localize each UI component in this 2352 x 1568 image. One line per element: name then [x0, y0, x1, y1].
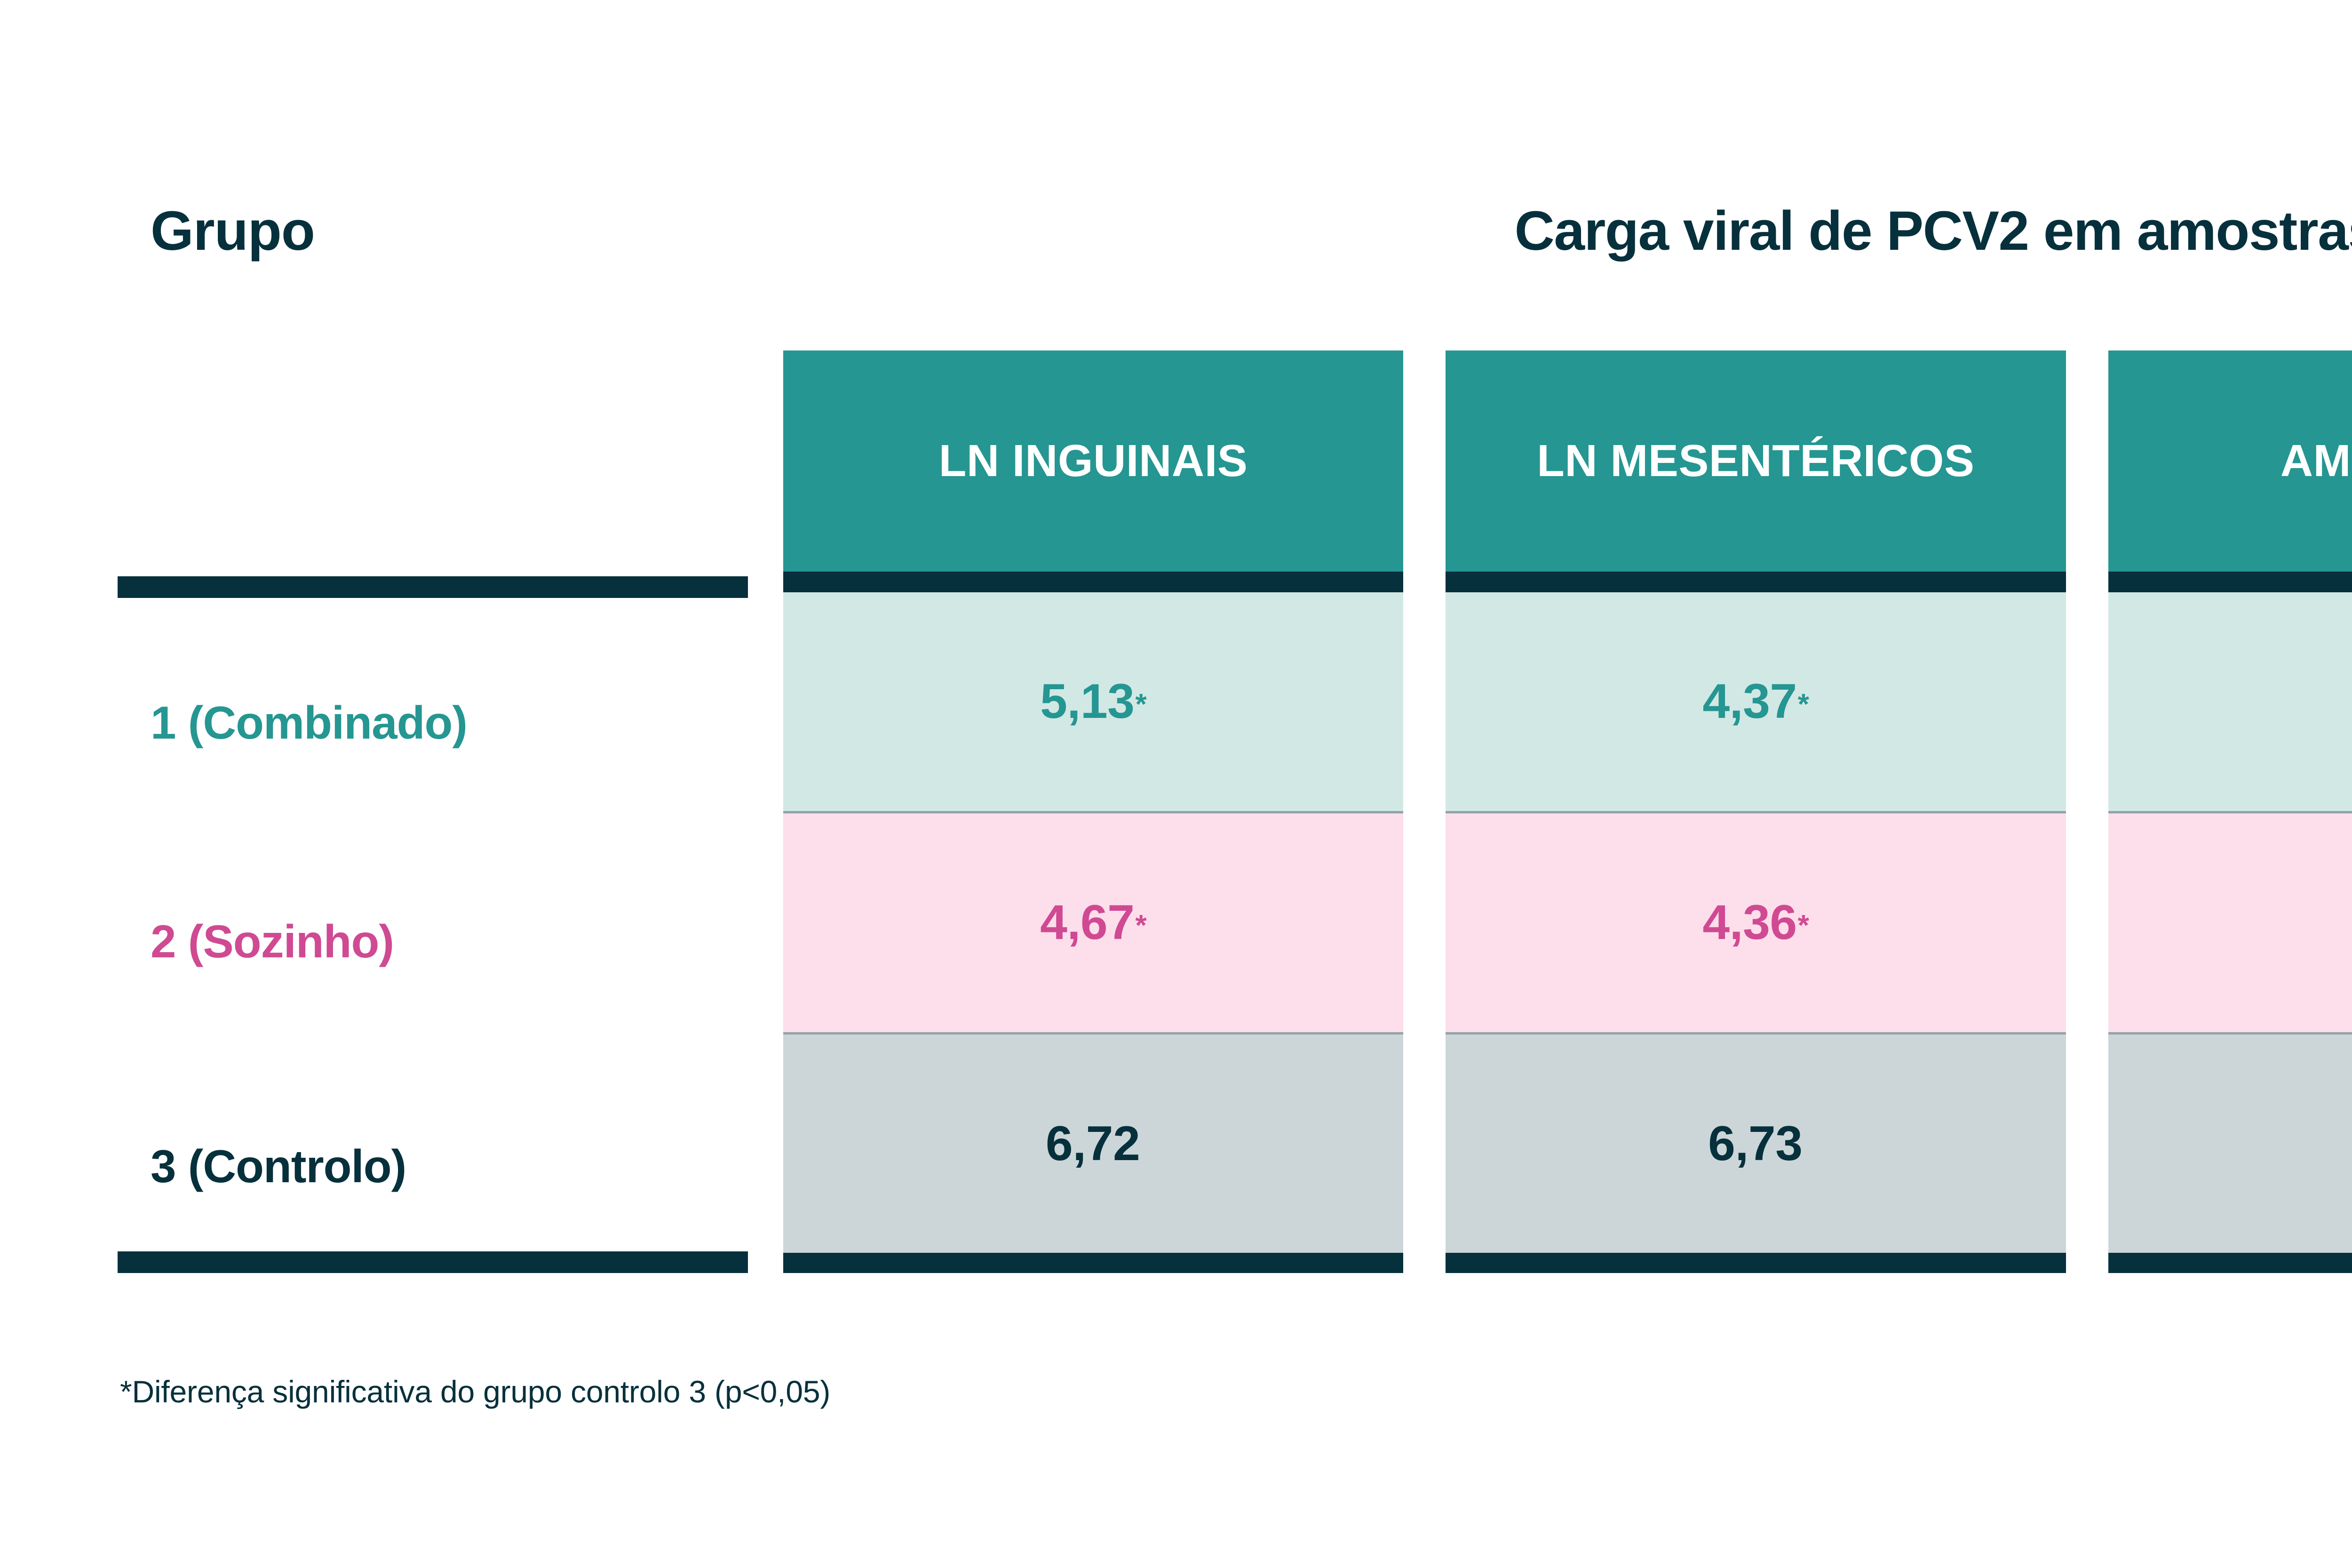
cell-value: 6,72: [1045, 1116, 1140, 1171]
cell-value: 4,36: [1702, 895, 1797, 950]
column-header-rule: [783, 572, 1404, 593]
column-bottom-rule: [1446, 1253, 2066, 1273]
page-title: Carga viral de PCV2 em amostras de tecid…: [1514, 200, 2352, 262]
column-header-label: AMÍGDALAS: [2280, 436, 2352, 486]
table-cell: 4,36 *: [1446, 813, 2066, 1035]
cell-value: 4,37: [1702, 674, 1797, 729]
column-header-label: LN MESENTÉRICOS: [1537, 436, 1975, 486]
column-header-amigdalas: AMÍGDALAS: [2108, 350, 2352, 572]
group-column-header: Grupo: [151, 200, 315, 262]
cell-value: 6,73: [1708, 1116, 1803, 1171]
column-bottom-rule: [783, 1253, 1404, 1273]
column-ln-inguinais: LN INGUINAIS 5,13 * 4,67 * 6,72: [783, 350, 1404, 1273]
row-label-group-2: 2 (Sozinho): [151, 915, 394, 967]
column-amigdalas: AMÍGDALAS 4,32* 4,07* 6,59: [2108, 350, 2352, 1273]
table-cell: 6,73: [1446, 1035, 2066, 1253]
column-header-ln-mesentericos: LN MESENTÉRICOS: [1446, 350, 2066, 572]
row-label-group-3: 3 (Controlo): [151, 1140, 406, 1192]
table-cell: 4,67 *: [783, 813, 1404, 1035]
row-label-group-1: 1 (Combinado): [151, 697, 468, 748]
table-cell: 6,59: [2108, 1035, 2352, 1253]
table-cell: 4,37 *: [1446, 592, 2066, 814]
column-bottom-rule: [2108, 1253, 2352, 1273]
table-cell: 6,72: [783, 1035, 1404, 1253]
cell-value: 5,13: [1040, 674, 1135, 729]
column-header-ln-inguinais: LN INGUINAIS: [783, 350, 1404, 572]
table-cell: 4,07*: [2108, 813, 2352, 1035]
column-header-rule: [1446, 572, 2066, 593]
column-header-label: LN INGUINAIS: [938, 436, 1248, 486]
table-cell: 4,32*: [2108, 592, 2352, 814]
column-header-rule: [2108, 572, 2352, 593]
column-ln-mesentericos: LN MESENTÉRICOS 4,37 * 4,36 * 6,73: [1446, 350, 2066, 1273]
label-column-top-rule: [118, 576, 748, 598]
cell-value: 4,67: [1040, 895, 1135, 950]
label-column-bottom-rule: [118, 1251, 748, 1273]
table-cell: 5,13 *: [783, 592, 1404, 814]
footnote-significance: *Diferença significativa do grupo contro…: [120, 1374, 831, 1409]
data-columns: LN INGUINAIS 5,13 * 4,67 * 6,72 LN MESENTÉ…: [783, 350, 2352, 1273]
